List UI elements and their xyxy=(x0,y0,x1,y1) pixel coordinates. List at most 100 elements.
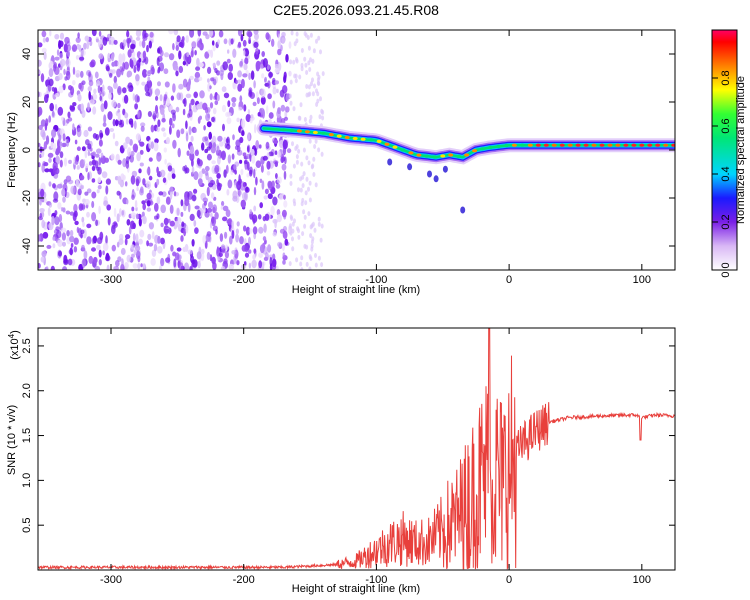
noise-speck xyxy=(91,178,96,183)
noise-speck xyxy=(139,149,144,155)
noise-speck xyxy=(319,49,322,55)
noise-speck xyxy=(296,226,300,232)
noise-speck xyxy=(130,59,134,69)
noise-speck xyxy=(164,81,170,88)
noise-speck xyxy=(183,262,190,270)
noise-speck xyxy=(74,220,79,226)
noise-speck xyxy=(169,191,173,200)
noise-speck xyxy=(113,266,119,270)
noise-speck xyxy=(124,262,129,270)
ridge-peak xyxy=(416,153,422,157)
noise-speck xyxy=(202,235,207,244)
noise-speck xyxy=(289,59,293,65)
noise-speck xyxy=(113,82,118,89)
noise-speck xyxy=(131,206,135,212)
noise-speck xyxy=(257,112,261,117)
y-tick-label: 1.5 xyxy=(21,428,33,443)
noise-speck xyxy=(103,200,109,207)
noise-speck xyxy=(227,154,232,164)
noise-speck xyxy=(124,181,128,187)
noise-speck xyxy=(309,32,313,38)
noise-speck xyxy=(226,143,231,150)
noise-speck xyxy=(314,182,318,188)
noise-speck xyxy=(222,123,225,132)
noise-speck xyxy=(295,257,299,263)
noise-speck xyxy=(47,207,51,217)
noise-speck xyxy=(245,70,249,75)
noise-speck xyxy=(251,214,258,224)
noise-speck xyxy=(47,152,54,158)
noise-speck xyxy=(80,49,86,57)
noise-speck xyxy=(250,148,255,156)
noise-speck xyxy=(107,111,113,121)
noise-speck xyxy=(67,111,71,119)
noise-speck xyxy=(92,106,97,115)
noise-speck xyxy=(157,235,161,244)
noise-speck xyxy=(254,124,257,134)
noise-speck xyxy=(42,231,49,239)
noise-speck xyxy=(158,265,163,270)
noise-speck xyxy=(122,142,128,150)
noise-speck xyxy=(54,56,60,61)
noise-speck xyxy=(203,125,206,131)
snr-scale-factor: (x104) xyxy=(7,330,21,360)
noise-speck xyxy=(197,30,202,37)
noise-speck xyxy=(310,246,314,252)
noise-speck xyxy=(307,186,310,192)
snr-y-ticks: 0.5 1.0 1.5 2.0 2.5 xyxy=(21,338,675,533)
noise-speck xyxy=(248,262,252,269)
noise-speck xyxy=(197,178,203,186)
noise-speck xyxy=(150,124,155,133)
noise-speck xyxy=(277,241,283,248)
noise-speck xyxy=(38,42,43,48)
noise-speck xyxy=(303,223,307,229)
noise-speck xyxy=(121,258,124,268)
noise-speck xyxy=(264,188,269,195)
noise-speck xyxy=(125,234,131,240)
noise-speck xyxy=(166,137,170,145)
noise-speck xyxy=(38,234,41,242)
noise-speck xyxy=(73,237,79,245)
noise-speck xyxy=(210,49,214,58)
noise-speck xyxy=(91,191,97,199)
noise-speck xyxy=(110,153,115,160)
noise-speck xyxy=(249,92,255,99)
noise-speck xyxy=(224,251,229,259)
noise-speck xyxy=(176,35,181,43)
noise-speck xyxy=(100,86,103,93)
noise-speck xyxy=(163,147,167,153)
noise-speck xyxy=(317,216,321,222)
noise-speck xyxy=(227,100,231,108)
noise-speck xyxy=(64,36,70,44)
noise-speck xyxy=(48,68,54,78)
noise-speck xyxy=(140,263,143,268)
noise-speck xyxy=(299,187,303,193)
noise-speck xyxy=(86,223,92,229)
noise-speck xyxy=(152,110,157,116)
noise-speck xyxy=(248,236,251,246)
noise-speck xyxy=(49,60,53,66)
noise-speck xyxy=(251,154,256,164)
noise-speck xyxy=(311,91,315,97)
noise-speck xyxy=(66,230,70,237)
noise-speck xyxy=(72,123,75,131)
ridge-peak xyxy=(384,142,390,146)
noise-speck xyxy=(123,94,129,104)
noise-speck xyxy=(187,203,191,213)
noise-speck xyxy=(266,105,269,115)
colorbar-tick-label: 0.0 xyxy=(720,262,732,277)
noise-speck xyxy=(242,39,247,47)
noise-speck xyxy=(289,226,292,231)
noise-speck xyxy=(71,44,78,52)
noise-speck xyxy=(75,178,79,187)
noise-speck xyxy=(269,256,273,267)
noise-speck xyxy=(61,188,66,197)
noise-speck xyxy=(211,40,215,46)
noise-speck xyxy=(84,198,90,206)
x-tick-label: 100 xyxy=(633,274,651,286)
noise-speck xyxy=(303,56,307,62)
noise-speck xyxy=(178,50,182,60)
noise-speck xyxy=(160,257,165,267)
noise-speck xyxy=(259,178,263,183)
noise-speck xyxy=(132,93,135,101)
